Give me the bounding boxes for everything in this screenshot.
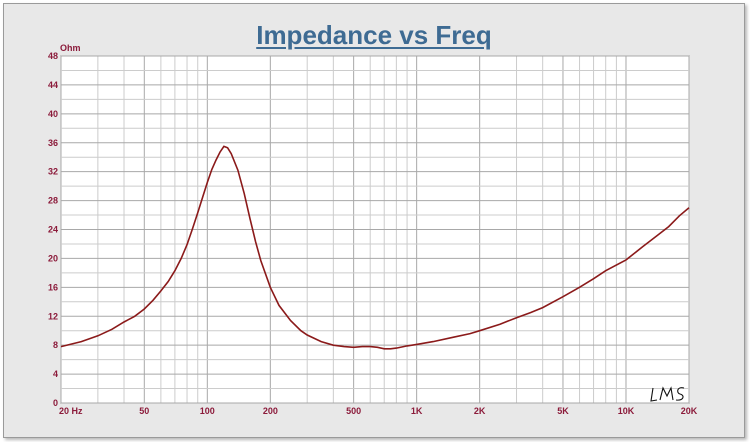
y-tick-label: 40 <box>48 109 58 119</box>
x-tick-label: 100 <box>200 406 215 416</box>
y-tick-label: 4 <box>53 369 58 379</box>
y-tick-label: 48 <box>48 51 58 61</box>
chart-title: Impedance vs Freq <box>256 20 492 50</box>
x-tick-label: 50 <box>139 406 149 416</box>
x-tick-label: 20 Hz <box>59 406 83 416</box>
x-tick-label: 10K <box>618 406 635 416</box>
y-axis-unit-label: Ohm <box>60 43 81 53</box>
y-tick-label: 0 <box>53 398 58 408</box>
y-tick-label: 20 <box>48 253 58 263</box>
x-tick-label: 500 <box>346 406 361 416</box>
y-tick-label: 44 <box>48 80 58 90</box>
y-tick-label: 32 <box>48 167 58 177</box>
y-tick-label: 36 <box>48 138 58 148</box>
y-tick-label: 24 <box>48 225 58 235</box>
x-tick-label: 20K <box>681 406 698 416</box>
y-tick-label: 28 <box>48 196 58 206</box>
x-tick-label: 5K <box>557 406 569 416</box>
grid <box>60 55 690 404</box>
lms-signature <box>650 386 685 402</box>
x-tick-label: 2K <box>474 406 486 416</box>
y-tick-label: 8 <box>53 340 58 350</box>
y-tick-label: 16 <box>48 282 58 292</box>
x-tick-label: 1K <box>411 406 423 416</box>
x-axis-ticks: 20 Hz 50 100 200 500 1K 2K 5K 10K 20K <box>59 406 698 416</box>
impedance-curve <box>60 145 690 350</box>
y-tick-label: 12 <box>48 311 58 321</box>
x-tick-label: 200 <box>263 406 278 416</box>
